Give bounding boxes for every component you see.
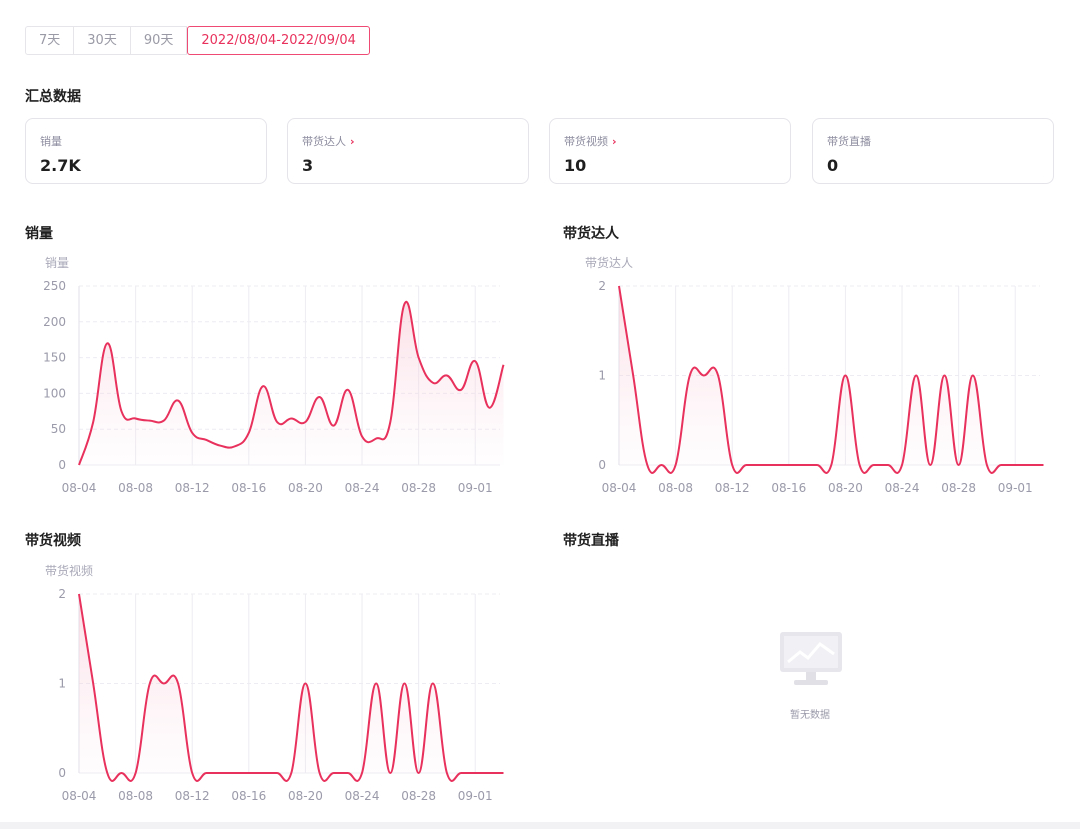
x-tick-label: 08-08	[118, 789, 153, 803]
x-tick-label: 08-20	[828, 481, 863, 495]
x-tick-label: 08-12	[175, 789, 210, 803]
x-tick-label: 08-08	[118, 481, 153, 495]
x-tick-label: 08-28	[401, 481, 436, 495]
tab-30-days[interactable]: 30天	[74, 26, 131, 55]
date-range-tabs: 7天 30天 90天 2022/08/04-2022/09/04	[25, 26, 370, 55]
influencers-chart-title: 带货达人	[563, 226, 619, 242]
y-tick-label: 100	[43, 386, 66, 400]
y-tick-label: 0	[598, 458, 606, 472]
empty-chart-icon	[780, 632, 842, 694]
card-label-text: 销量	[40, 135, 62, 148]
bottom-divider	[0, 822, 1080, 829]
card-label: 带货视频 ›	[564, 133, 617, 149]
x-tick-label: 08-04	[62, 481, 97, 495]
influencers-chart: 带货达人 0 1 2 08-04 08-08 08-12 08-16 08-20 08-24 08-…	[540, 250, 1080, 500]
y-tick-label: 50	[51, 422, 66, 436]
summary-card-live: 带货直播 0	[812, 118, 1054, 184]
summary-card-videos[interactable]: 带货视频 › 10	[549, 118, 791, 184]
series-line	[618, 285, 1044, 474]
x-tick-label: 08-20	[288, 481, 323, 495]
x-tick-label: 08-08	[658, 481, 693, 495]
x-tick-label: 08-16	[231, 789, 266, 803]
x-tick-label: 09-01	[458, 481, 493, 495]
y-tick-label: 0	[58, 766, 66, 780]
sales-chart: 销量 0 50 100 150 200 250 08-04 08-08 08-12 08-16 08-…	[0, 250, 540, 500]
summary-card-sales: 销量 2.7K	[25, 118, 267, 184]
x-tick-label: 08-20	[288, 789, 323, 803]
x-tick-label: 08-04	[62, 789, 97, 803]
chart-svg: 销量 0 50 100 150 200 250 08-04 08-08 08-12 08-16 08-…	[43, 256, 505, 495]
x-tick-label: 08-16	[771, 481, 806, 495]
card-label-text: 带货视频	[564, 135, 608, 148]
chart-svg: 带货视频 0 1 2 08-04 08-08 08-12 08-16 08-20 08-24 08-…	[45, 563, 504, 803]
card-label: 带货达人 ›	[302, 133, 355, 149]
series-area	[619, 286, 1044, 473]
x-tick-label: 08-04	[602, 481, 637, 495]
summary-card-influencers[interactable]: 带货达人 › 3	[287, 118, 529, 184]
x-tick-label: 08-28	[401, 789, 436, 803]
x-tick-label: 09-01	[998, 481, 1033, 495]
card-value: 2.7K	[40, 156, 81, 175]
x-tick-label: 08-16	[231, 481, 266, 495]
x-tick-label: 08-12	[715, 481, 750, 495]
series-area	[79, 301, 504, 465]
y-tick-label: 0	[58, 458, 66, 472]
videos-chart-title: 带货视频	[25, 533, 81, 549]
card-value: 3	[302, 156, 314, 175]
y-tick-label: 150	[43, 351, 66, 365]
y-tick-label: 2	[598, 279, 606, 293]
chevron-right-icon[interactable]: ›	[350, 134, 355, 148]
y-axis-unit-label: 销量	[45, 256, 69, 270]
x-tick-label: 08-24	[345, 481, 380, 495]
sales-chart-title: 销量	[25, 226, 53, 242]
y-tick-label: 2	[58, 587, 66, 601]
tab-90-days[interactable]: 90天	[130, 26, 188, 55]
chart-svg: 带货达人 0 1 2 08-04 08-08 08-12 08-16 08-20 08-24 08-…	[585, 255, 1044, 495]
card-label: 带货直播	[827, 133, 871, 149]
y-tick-label: 1	[598, 369, 606, 383]
card-value: 10	[564, 156, 587, 175]
card-label: 销量	[40, 133, 62, 149]
card-value: 0	[827, 156, 839, 175]
videos-chart: 带货视频 0 1 2 08-04 08-08 08-12 08-16 08-20 08-24 08-…	[0, 558, 540, 808]
x-tick-label: 08-12	[175, 481, 210, 495]
y-tick-label: 250	[43, 279, 66, 293]
x-tick-label: 08-28	[941, 481, 976, 495]
y-axis-unit-label: 带货达人	[585, 255, 633, 270]
series-line	[78, 593, 504, 782]
live-chart-title: 带货直播	[563, 533, 619, 549]
x-tick-label: 09-01	[458, 789, 493, 803]
card-label-text: 带货直播	[827, 135, 871, 148]
y-axis-unit-label: 带货视频	[45, 563, 93, 578]
chevron-right-icon[interactable]: ›	[612, 134, 617, 148]
x-tick-label: 08-24	[885, 481, 920, 495]
series-area	[79, 594, 504, 781]
tab-custom-range[interactable]: 2022/08/04-2022/09/04	[187, 26, 370, 55]
card-label-text: 带货达人	[302, 135, 346, 148]
summary-title: 汇总数据	[25, 89, 81, 105]
series-line	[78, 300, 505, 466]
y-tick-label: 1	[58, 677, 66, 691]
tab-7-days[interactable]: 7天	[25, 26, 75, 55]
empty-state-text: 暂无数据	[790, 710, 830, 721]
y-tick-label: 200	[43, 315, 66, 329]
x-tick-label: 08-24	[345, 789, 380, 803]
